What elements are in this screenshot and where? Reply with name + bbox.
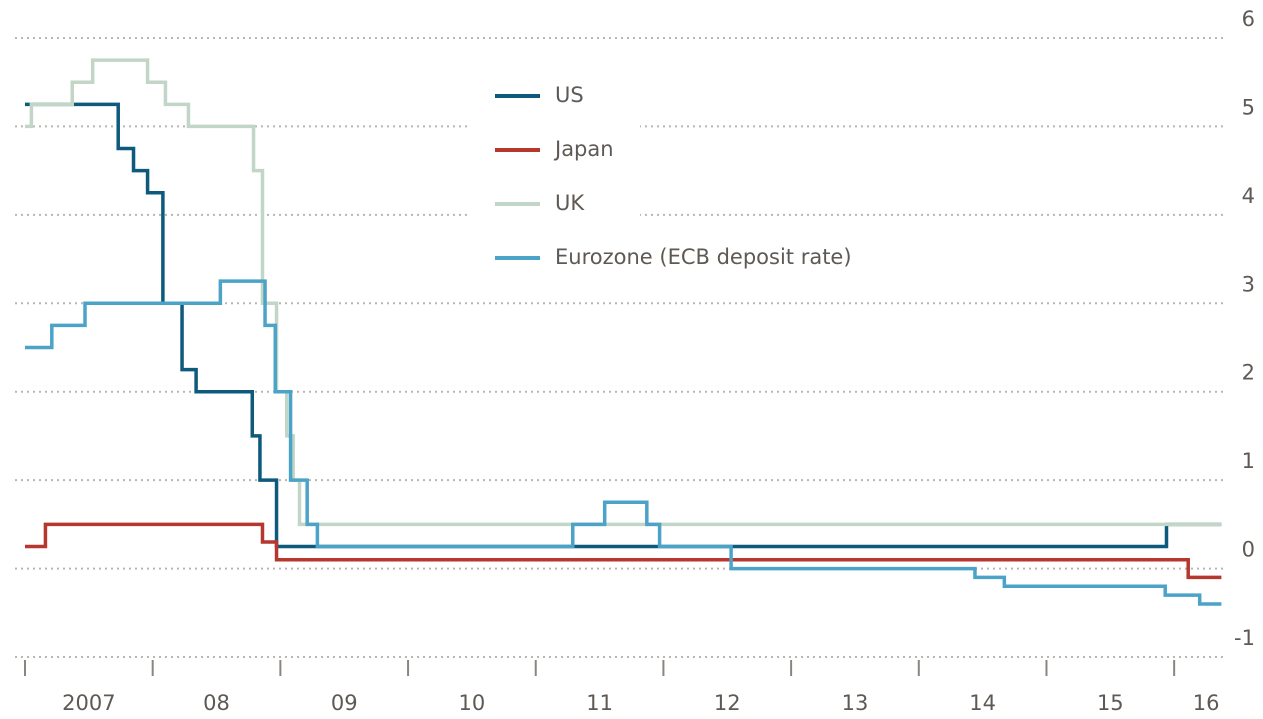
- series-line: [25, 279, 1222, 606]
- series-line: [25, 102, 1222, 549]
- x-tick-label: 16: [1193, 691, 1220, 715]
- x-tick-label: 11: [586, 691, 613, 715]
- y-tick-label: 6: [1242, 7, 1255, 31]
- y-tick-label: -1: [1234, 626, 1255, 650]
- y-tick-label: 2: [1242, 361, 1255, 385]
- x-tick-label: 2007: [62, 691, 115, 715]
- x-tick-label: 13: [842, 691, 869, 715]
- x-tick-label: 15: [1097, 691, 1124, 715]
- y-tick-label: 1: [1242, 449, 1255, 473]
- x-tick-label: 14: [969, 691, 996, 715]
- x-tick-label: 09: [331, 691, 358, 715]
- y-tick-label: 4: [1242, 184, 1255, 208]
- legend-label: US: [555, 83, 584, 107]
- y-tick-label: 3: [1242, 272, 1255, 296]
- series-line: [25, 522, 1222, 580]
- legend-label: Eurozone (ECB deposit rate): [555, 245, 852, 269]
- legend-label: Japan: [553, 137, 614, 161]
- y-tick-label: 5: [1242, 95, 1255, 119]
- x-tick-label: 08: [203, 691, 230, 715]
- x-tick-label: 12: [714, 691, 741, 715]
- x-tick-label: 10: [459, 691, 486, 715]
- y-tick-label: 0: [1242, 538, 1255, 562]
- legend-label: UK: [555, 191, 585, 215]
